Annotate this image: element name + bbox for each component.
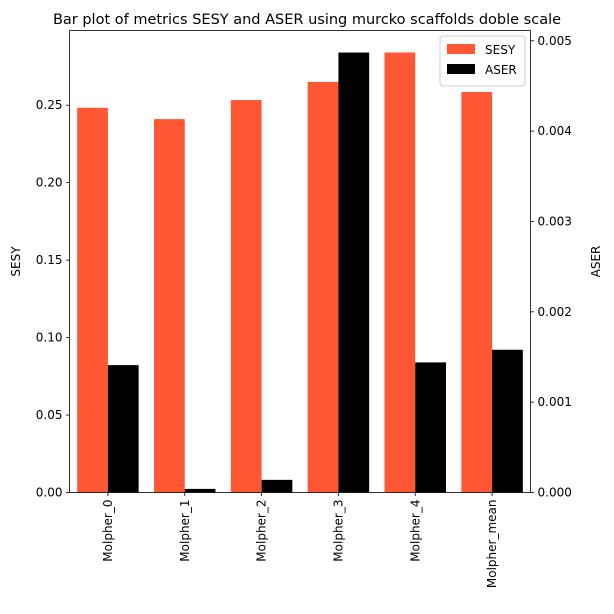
- y-tick-label: 0.00: [36, 486, 63, 500]
- y2-tick-label: 0.002: [538, 305, 572, 319]
- legend: SESY ASER: [439, 35, 526, 87]
- plot-frame: [69, 30, 531, 493]
- aser-bars: [107, 52, 523, 493]
- sesy-bar: [230, 100, 262, 493]
- x-tick-label: Molpher_4: [408, 500, 422, 562]
- y-tick-label: 0.10: [36, 331, 63, 345]
- aser-bar: [261, 479, 293, 493]
- sesy-bar: [461, 92, 493, 493]
- sesy-bars: [77, 52, 493, 493]
- y-tick-label: 0.25: [36, 98, 63, 112]
- aser-bar: [184, 488, 216, 493]
- legend-label: ASER: [485, 63, 517, 77]
- y-tick-label: 0.15: [36, 253, 63, 267]
- y2-axis-label: ASER: [589, 246, 603, 278]
- legend-swatch: [447, 64, 475, 74]
- y-axis-label: SESY: [9, 246, 23, 277]
- aser-bar: [492, 349, 523, 493]
- y2-tick-label: 0.003: [538, 214, 572, 228]
- x-tick-label: Molpher_0: [101, 500, 115, 562]
- sesy-bar: [384, 52, 416, 493]
- legend-swatch: [447, 44, 475, 54]
- y2-tick-label: 0.000: [538, 486, 572, 500]
- aser-bar: [415, 362, 446, 493]
- chart-title: Bar plot of metrics SESY and ASER using …: [53, 12, 561, 28]
- x-tick-label: Molpher_1: [178, 500, 192, 562]
- legend-label: SESY: [485, 43, 516, 57]
- axes: 0.00 0.05 0.10 0.15 0.20 0.25 0.000 0.001 0.002 0…: [36, 30, 572, 589]
- y2-tick-label: 0.005: [538, 34, 572, 48]
- sesy-bar: [307, 81, 339, 493]
- y-tick-label: 0.20: [36, 176, 63, 190]
- sesy-bar: [154, 119, 185, 493]
- y2-tick-label: 0.004: [538, 124, 572, 138]
- y-tick-label: 0.05: [36, 408, 63, 422]
- y2-tick-label: 0.001: [538, 395, 572, 409]
- aser-bar: [107, 365, 139, 493]
- x-tick-label: Molpher_3: [331, 500, 345, 562]
- x-tick-label: Molpher_mean: [485, 500, 499, 589]
- sesy-bar: [77, 107, 108, 493]
- aser-bar: [338, 52, 370, 493]
- x-tick-label: Molpher_2: [255, 500, 269, 562]
